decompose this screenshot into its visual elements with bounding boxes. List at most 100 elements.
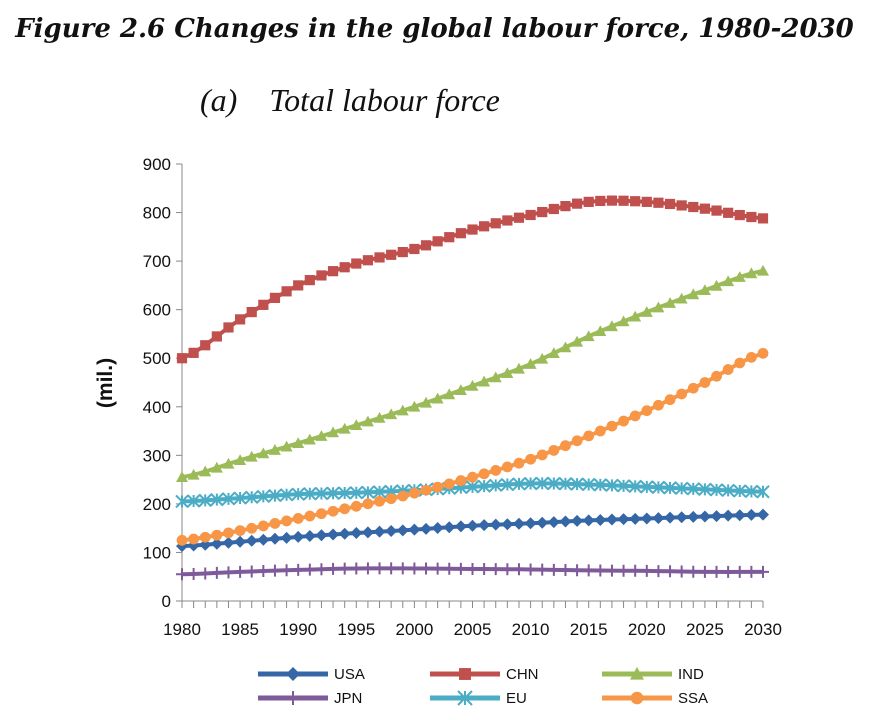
data-point-jpn	[466, 562, 479, 575]
data-point-jpn	[571, 564, 584, 577]
y-tick-label: 100	[143, 543, 171, 562]
data-point-chn	[688, 201, 699, 213]
data-point-ind	[524, 358, 537, 369]
series-line-chn	[181, 198, 764, 361]
x-tick-label: 2005	[454, 620, 492, 639]
data-point-eu	[245, 490, 259, 504]
data-point-ssa	[350, 500, 362, 512]
data-point-ssa	[734, 357, 746, 369]
data-point-jpn	[652, 565, 665, 578]
data-point-usa	[466, 519, 479, 532]
data-point-eu	[744, 484, 759, 499]
data-point-ssa	[234, 525, 246, 536]
data-point-ind	[454, 384, 467, 395]
data-point-jpn	[478, 563, 491, 576]
data-point-ind	[536, 352, 549, 364]
data-point-ind	[257, 447, 270, 459]
data-point-jpn	[338, 562, 351, 575]
x-tick-label: 2015	[570, 620, 608, 639]
data-point-ind	[176, 471, 188, 482]
data-point-eu	[361, 485, 375, 500]
legend-label: USA	[334, 666, 365, 683]
data-point-jpn	[350, 562, 363, 575]
data-point-eu	[570, 477, 584, 491]
data-point-jpn	[757, 565, 769, 578]
legend-marker	[459, 668, 471, 680]
legend-label: CHN	[506, 666, 539, 683]
panel-label: (a)	[200, 82, 238, 118]
data-point-ssa	[629, 410, 641, 422]
data-point-ssa	[409, 487, 420, 499]
data-point-eu	[535, 476, 549, 491]
data-point-usa	[582, 514, 595, 527]
x-tick-label: 1995	[337, 620, 375, 639]
data-point-usa	[594, 513, 607, 526]
data-point-ssa	[525, 453, 536, 465]
data-point-jpn	[733, 565, 746, 578]
data-point-ind	[327, 426, 340, 438]
data-point-chn	[664, 198, 676, 210]
data-point-eu	[547, 476, 561, 491]
data-point-ssa	[687, 382, 699, 394]
data-point-eu	[477, 479, 491, 493]
data-point-usa	[536, 516, 549, 529]
data-point-chn	[420, 240, 432, 251]
data-point-eu	[349, 486, 364, 500]
legend-marker	[630, 667, 644, 680]
y-tick-label: 500	[143, 349, 171, 368]
data-point-usa	[350, 527, 363, 540]
data-point-ssa	[246, 522, 258, 534]
data-point-usa	[501, 518, 514, 531]
data-point-chn	[513, 212, 525, 223]
data-point-chn	[444, 232, 455, 243]
data-point-eu	[175, 494, 189, 509]
data-point-usa	[373, 525, 386, 538]
data-point-usa	[245, 534, 258, 547]
data-point-ind	[501, 367, 514, 379]
data-point-chn	[316, 270, 327, 281]
data-point-usa	[315, 529, 328, 542]
data-point-chn	[374, 252, 385, 263]
data-point-ind	[396, 404, 409, 416]
data-point-jpn	[605, 564, 618, 577]
data-point-jpn	[698, 565, 711, 578]
data-point-eu	[372, 485, 387, 499]
data-point-ssa	[176, 534, 188, 546]
data-point-ssa	[304, 510, 316, 522]
data-point-usa	[489, 518, 502, 531]
data-point-ssa	[618, 415, 629, 427]
data-point-usa	[675, 511, 688, 524]
data-point-jpn	[280, 564, 293, 577]
data-point-usa	[664, 511, 677, 524]
data-point-usa	[303, 530, 316, 543]
data-point-ind	[664, 297, 677, 308]
data-point-ind	[234, 454, 247, 465]
data-point-usa	[361, 526, 374, 539]
data-point-chn	[699, 203, 710, 214]
data-point-ind	[757, 264, 769, 276]
data-point-jpn	[257, 565, 270, 578]
data-point-chn	[362, 255, 374, 266]
data-point-eu	[733, 484, 747, 498]
data-point-chn	[339, 262, 350, 273]
legend-item-chn: CHN	[430, 666, 539, 683]
data-point-usa	[629, 512, 642, 525]
data-point-eu	[489, 478, 503, 493]
data-point-eu	[581, 477, 596, 492]
data-point-chn	[746, 211, 757, 223]
data-point-chn	[432, 236, 443, 247]
data-point-usa	[257, 533, 270, 546]
data-point-jpn	[594, 564, 607, 577]
x-tick-label: 2020	[628, 620, 666, 639]
data-point-usa	[512, 517, 525, 530]
data-point-chn	[351, 258, 362, 269]
data-point-ind	[559, 341, 572, 353]
data-point-jpn	[710, 565, 723, 578]
x-tick-label: 1985	[221, 620, 259, 639]
data-point-usa	[327, 528, 340, 541]
data-point-eu	[233, 491, 247, 505]
data-point-chn	[757, 213, 769, 224]
data-point-eu	[674, 481, 689, 496]
data-point-jpn	[745, 565, 758, 578]
data-point-chn	[490, 218, 501, 229]
